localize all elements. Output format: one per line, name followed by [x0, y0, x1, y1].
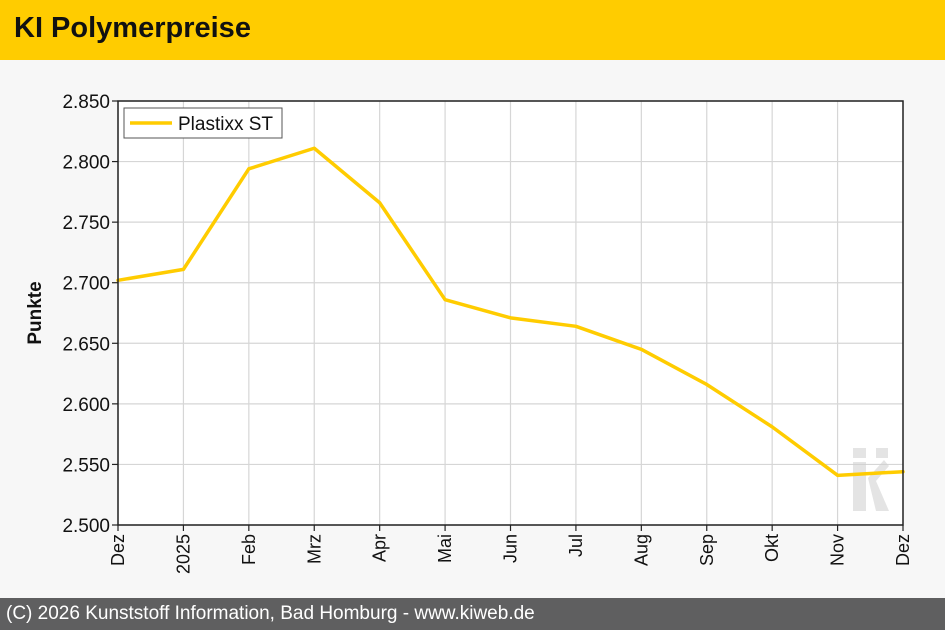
x-tick-label: 2025 — [173, 534, 193, 574]
x-tick-label: Feb — [239, 534, 259, 565]
page-title: KI Polymerpreise — [14, 12, 251, 44]
data-point — [770, 425, 774, 429]
data-point — [574, 324, 578, 328]
footer-bar: (C) 2026 Kunststoff Information, Bad Hom… — [0, 598, 945, 630]
data-point — [509, 316, 512, 320]
data-point — [312, 146, 316, 150]
y-tick-label: 2.700 — [62, 274, 110, 295]
data-point — [705, 383, 709, 386]
y-tick-label: 2.500 — [62, 516, 110, 537]
data-point — [247, 167, 251, 171]
x-tick-label: Mai — [435, 534, 455, 563]
x-axis-ticks: Dez 2025 Feb Mrz Apr Mai Jun Jul Aug Sep Okt Nov Dez — [108, 525, 913, 574]
y-tick-label: 2.650 — [62, 334, 110, 355]
y-tick-label: 2.600 — [62, 395, 110, 416]
x-tick-label: Aug — [631, 534, 651, 566]
x-tick-label: Dez — [893, 534, 913, 566]
x-tick-label: Mrz — [304, 534, 324, 564]
data-point — [182, 267, 185, 271]
price-line-chart: 2.500 2.550 2.600 2.650 2.700 2.750 2.800 2.850… — [25, 92, 913, 574]
legend: Plastixx ST — [123, 107, 283, 139]
copyright-text: (C) 2026 Kunststoff Information, Bad Hom… — [6, 603, 535, 624]
data-point — [639, 347, 643, 351]
y-tick-label: 2.800 — [62, 153, 110, 174]
legend-label: Plastixx ST — [178, 114, 273, 135]
x-tick-label: Apr — [370, 534, 390, 562]
x-tick-label: Nov — [828, 534, 848, 566]
y-tick-label: 2.750 — [62, 213, 110, 234]
x-tick-label: Sep — [697, 534, 717, 566]
x-tick-label: Jun — [501, 534, 521, 563]
data-point — [378, 201, 382, 205]
data-point — [836, 473, 839, 477]
header-bar: KI Polymerpreise — [0, 0, 945, 60]
y-tick-label: 2.550 — [62, 455, 110, 476]
y-tick-label: 2.850 — [62, 92, 110, 113]
y-axis-ticks: 2.500 2.550 2.600 2.650 2.700 2.750 2.800 2.850 — [62, 92, 118, 537]
y-axis-label: Punkte — [25, 281, 46, 344]
x-tick-label: Dez — [108, 534, 128, 566]
x-tick-label: Okt — [762, 534, 782, 562]
x-tick-label: Jul — [566, 534, 586, 557]
data-point — [443, 298, 447, 302]
